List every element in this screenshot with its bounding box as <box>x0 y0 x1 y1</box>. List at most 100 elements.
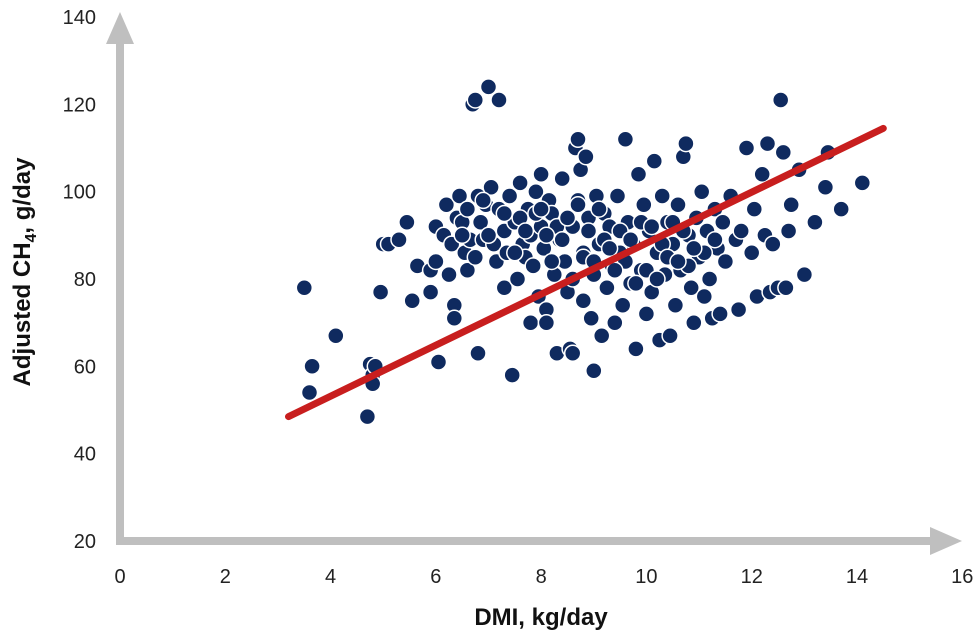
data-point <box>558 209 577 227</box>
data-point <box>495 204 514 223</box>
data-point <box>527 182 545 201</box>
data-point <box>542 252 561 271</box>
data-point <box>403 292 421 310</box>
y-tick-label: 100 <box>63 182 96 204</box>
data-point <box>569 196 587 214</box>
data-point <box>732 222 750 240</box>
data-point <box>563 344 582 362</box>
trend-line <box>285 124 887 421</box>
data-point <box>585 361 603 380</box>
data-point <box>729 300 748 319</box>
x-tick-labels: 0 2 4 6 8 10 12 14 16 <box>114 566 973 588</box>
data-point <box>553 230 571 249</box>
data-point <box>669 196 687 214</box>
data-point <box>677 134 695 153</box>
x-tick-label: 8 <box>536 566 547 588</box>
data-point <box>771 91 790 109</box>
data-point <box>440 265 458 284</box>
data-point <box>592 327 611 345</box>
data-point <box>777 278 795 297</box>
y-tick-label: 60 <box>74 356 96 378</box>
data-point <box>695 287 714 306</box>
x-tick-label: 2 <box>220 566 231 588</box>
data-point <box>745 200 764 218</box>
data-point <box>574 292 593 310</box>
data-point <box>579 222 598 240</box>
y-tick-label: 20 <box>74 531 96 553</box>
data-point <box>764 235 782 253</box>
x-tick-label: 12 <box>741 566 763 588</box>
data-point <box>532 165 550 183</box>
data-point <box>503 366 521 384</box>
data-point <box>471 213 490 231</box>
y-tick-label: 80 <box>74 269 96 291</box>
data-point <box>682 278 700 297</box>
data-point <box>600 239 619 258</box>
data-point <box>692 182 711 201</box>
data-point <box>616 130 635 149</box>
data-point <box>490 91 508 109</box>
data-point <box>782 196 800 214</box>
data-point <box>853 174 872 192</box>
x-tick-label: 16 <box>951 566 973 588</box>
x-tick-label: 10 <box>635 566 657 588</box>
data-point <box>629 165 648 183</box>
data-point <box>645 152 664 170</box>
data-point <box>669 252 687 271</box>
data-point <box>795 265 814 284</box>
y-axis-title-subscript: 4 <box>23 233 40 242</box>
data-point <box>553 169 571 188</box>
data-point <box>500 187 519 205</box>
data-point <box>469 344 487 362</box>
data-point <box>390 230 408 249</box>
data-point <box>627 274 645 293</box>
y-tick-label: 120 <box>63 94 96 116</box>
data-point <box>806 213 824 231</box>
y-axis-title: Adjusted CH4, g/day <box>9 157 40 387</box>
data-point <box>466 91 485 109</box>
data-point <box>371 283 390 301</box>
data-point <box>474 191 492 210</box>
data-point <box>508 270 527 288</box>
data-points <box>295 78 872 426</box>
data-point <box>421 283 440 301</box>
data-point <box>637 305 656 323</box>
data-point <box>816 178 835 197</box>
data-point <box>450 187 469 205</box>
data-point <box>582 309 600 328</box>
data-point <box>577 147 595 166</box>
data-point <box>737 139 756 157</box>
y-tick-labels: 20 40 60 80 100 120 140 <box>63 7 96 553</box>
data-point <box>714 213 732 231</box>
x-tick-label: 4 <box>325 566 336 588</box>
data-point <box>685 239 703 258</box>
data-point <box>598 278 616 297</box>
data-point <box>521 313 540 332</box>
axes <box>106 12 962 555</box>
data-point <box>495 278 514 297</box>
data-point <box>537 313 556 332</box>
data-point <box>774 143 793 162</box>
data-point <box>532 200 550 218</box>
data-point <box>300 383 319 402</box>
y-tick-label: 140 <box>63 7 96 29</box>
data-point <box>524 257 542 275</box>
data-point <box>642 217 661 236</box>
data-point <box>506 244 524 262</box>
data-point <box>666 296 685 314</box>
data-point <box>569 130 587 149</box>
data-point <box>327 327 345 345</box>
data-point <box>753 165 771 183</box>
data-point <box>453 226 471 245</box>
data-point <box>466 248 485 266</box>
data-point <box>537 226 556 245</box>
data-point <box>635 196 653 214</box>
data-point <box>661 327 679 345</box>
data-point <box>303 357 321 376</box>
y-axis-title-rest: , g/day <box>9 157 36 234</box>
data-point <box>445 309 464 328</box>
data-point <box>832 200 850 218</box>
data-point <box>358 407 377 426</box>
x-tick-label: 14 <box>846 566 868 588</box>
data-point <box>711 305 729 323</box>
